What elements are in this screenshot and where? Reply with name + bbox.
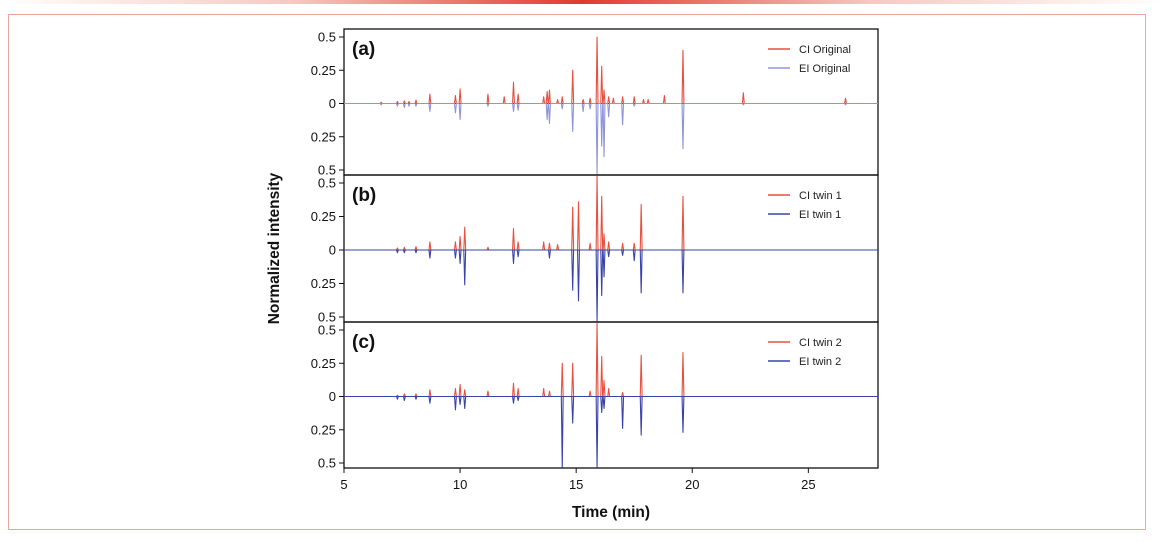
legend-label: CI twin 2 (799, 337, 842, 349)
y-tick-label: 0.5 (318, 310, 336, 325)
panel-frame (343, 321, 879, 469)
decorative-top-gradient-bar (0, 0, 1164, 4)
series-line-ci-original (344, 36, 878, 105)
x-tick-label: 25 (801, 477, 815, 492)
y-tick-label: 0 (329, 389, 336, 404)
figure-frame (8, 14, 1146, 530)
x-tick-label: 5 (340, 477, 347, 492)
x-tick-label: 20 (685, 477, 699, 492)
y-tick-label: 0.25 (311, 276, 336, 291)
y-tick-label: 0 (329, 243, 336, 258)
x-tick-label: 10 (453, 477, 467, 492)
series-line-ei-twin-1 (344, 249, 878, 322)
y-tick-label: 0.5 (318, 176, 336, 191)
legend-label: CI Original (799, 44, 851, 56)
y-tick-label: 0.5 (318, 30, 336, 45)
panel-tag: (a) (352, 39, 375, 60)
y-tick-label: 0 (329, 96, 336, 111)
series-line-ei-twin-2 (344, 395, 878, 468)
panel-frame (343, 174, 879, 323)
series-line-ci-twin-1 (344, 175, 878, 251)
y-tick-label: 0.25 (311, 209, 336, 224)
y-tick-label: 0.5 (318, 323, 336, 338)
legend-label: EI Original (799, 63, 850, 75)
panel-tag: (c) (352, 332, 375, 353)
x-tick-label: 15 (569, 477, 583, 492)
series-line-ei-original (344, 102, 878, 175)
y-tick-label: 0.5 (318, 456, 336, 471)
legend-label: CI twin 1 (799, 190, 842, 202)
y-tick-label: 0.25 (311, 356, 336, 371)
x-axis-label: Time (min) (572, 504, 650, 521)
y-tick-label: 0.25 (311, 129, 336, 144)
panel-tag: (b) (352, 185, 376, 206)
y-tick-label: 0.25 (311, 422, 336, 437)
series-line-ci-twin-2 (344, 322, 878, 398)
y-axis-label: Normalized intensity (266, 172, 283, 324)
y-tick-label: 0.5 (318, 163, 336, 178)
y-tick-label: 0.25 (311, 63, 336, 78)
legend-label: EI twin 1 (799, 209, 841, 221)
panel-frame (343, 28, 879, 176)
legend-label: EI twin 2 (799, 356, 841, 368)
